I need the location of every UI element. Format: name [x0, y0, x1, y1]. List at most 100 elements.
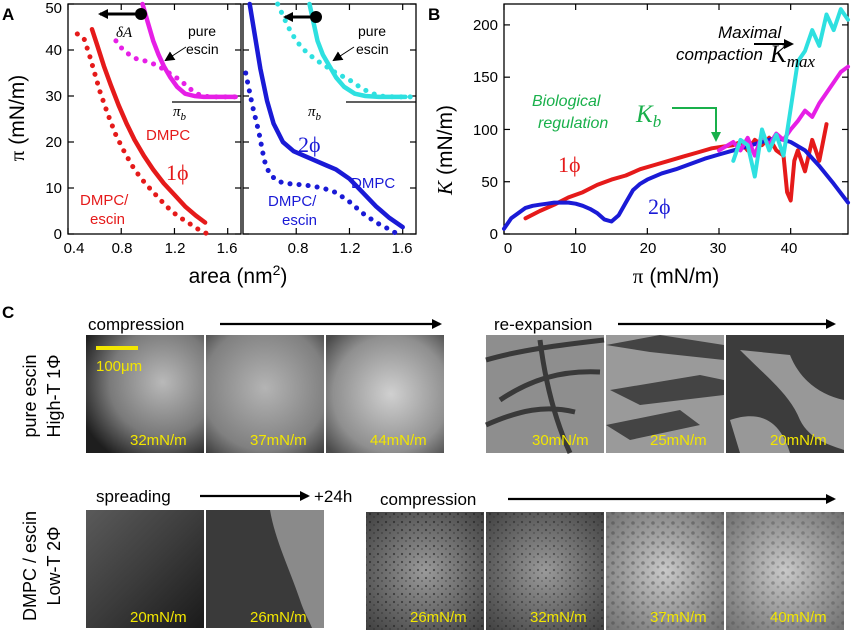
c-tile: 32mN/m [86, 335, 204, 453]
panel-b-series [502, 7, 850, 231]
a-left-pure-label-1: pure [188, 23, 216, 39]
c-tile-label: 32mN/m [530, 609, 587, 626]
c-tile-domains [730, 350, 844, 453]
panel-a-ylabel-symbol: π [5, 150, 29, 161]
c-tile-texture [606, 512, 724, 630]
b-ytick-100: 100 [473, 122, 498, 139]
panel-b-ylabel-unit: (mN/m) [434, 105, 457, 175]
c-top-row-label-1: pure escin [20, 354, 40, 437]
c-tile-cracks [484, 337, 605, 455]
panel-letter-b: B [428, 5, 440, 24]
b-xtick-20: 20 [640, 240, 657, 257]
c-plus24-label: +24h [314, 487, 352, 506]
a-ytick-30: 30 [45, 88, 62, 105]
panel-b-xticks: 0 10 20 30 40 [504, 240, 798, 257]
b-ytick-0: 0 [490, 226, 498, 243]
a-right-dmpc-label: DMPC [351, 175, 395, 192]
c-tile: 37mN/m [206, 335, 324, 453]
panel-a-left-series [74, 1, 239, 237]
b-kb-arrow [672, 107, 721, 142]
panel-b-ylabel: K (mN/m) [433, 105, 457, 196]
a-ytick-20: 20 [45, 134, 62, 151]
a-right-xtick-2: 1.6 [392, 240, 413, 257]
b-xtick-30: 30 [710, 240, 727, 257]
panel-a-xticks: 0.4 0.8 1.2 1.6 0.8 1.2 1.6 [64, 240, 413, 257]
c-tile-domains [606, 335, 724, 440]
c-top-row-label-2: High-T 1Φ [44, 354, 64, 437]
c-tile: 25mN/m [606, 335, 724, 453]
a-left-delta-label: δA [116, 25, 133, 41]
c-bottom-right-tiles: 26mN/m 32mN/m 37mN/m 40mN/m [366, 512, 844, 630]
panel-a-ylabel-unit: (mN/m) [6, 75, 29, 145]
b-kmax-sym: K [769, 41, 788, 68]
b-xtick-10: 10 [570, 240, 587, 257]
c-tile-label: 40mN/m [770, 609, 827, 626]
c-tile-label: 26mN/m [410, 609, 467, 626]
a-right-pib-sym: π [308, 104, 316, 120]
a-left-xtick-2: 1.2 [165, 240, 186, 257]
b-phase1-label: 1ϕ [558, 152, 581, 177]
b-phase2-label: 2ϕ [648, 194, 671, 219]
series-line-blue-dotted [243, 70, 400, 237]
a-left-pure-arrow [164, 46, 187, 62]
b-xlabel-unit: (mN/m) [649, 265, 719, 288]
c-tile-image [326, 335, 444, 453]
c-tile-front [270, 510, 324, 628]
c-tile-label: 30mN/m [532, 432, 589, 449]
a-left-mix-label-2: escin [90, 211, 125, 228]
a-right-delta-dot [310, 11, 322, 23]
c-compression2-label: compression [380, 490, 476, 509]
c-tile: 40mN/m [726, 512, 844, 630]
a-ytick-0: 0 [54, 226, 62, 243]
panel-b-ticks [503, 4, 848, 235]
a-right-pib-sub: b [316, 111, 322, 123]
series-line-red-dotted [74, 31, 211, 237]
series-line-magenta-dotted [113, 38, 239, 100]
c-tile: 26mN/m [206, 510, 324, 628]
c-tile-label: 25mN/m [650, 432, 707, 449]
b-kb-sym: K [635, 101, 654, 128]
c-tile: 20mN/m [726, 335, 844, 453]
panel-a-right-series [243, 1, 414, 237]
a-left-phase-label: 1ϕ [166, 160, 189, 185]
b-kmax-sub: max [787, 52, 816, 71]
panel-a-ylabel: π (mN/m) [5, 75, 29, 162]
a-right-pure-label-2: escin [356, 41, 389, 57]
c-tile-label: 32mN/m [130, 432, 187, 449]
c-bottom-row-label-1: DMPC / escin [20, 511, 40, 621]
c-tile-label: 26mN/m [250, 609, 307, 626]
c-spreading-label: spreading [96, 487, 171, 506]
a-xlabel-close: ) [280, 265, 287, 288]
c-tile-label: 37mN/m [650, 609, 707, 626]
c-scale-bar-label: 100μm [96, 358, 142, 375]
b-ytick-200: 200 [473, 17, 498, 34]
a-right-pib-label: πb [308, 104, 322, 123]
panel-a-right-frame [242, 3, 417, 235]
a-ytick-10: 10 [45, 180, 62, 197]
c-tile: 44mN/m [326, 335, 444, 453]
b-xlabel-sym: π [633, 264, 644, 288]
panel-letter-c: C [2, 303, 14, 322]
c-bottom-left-tiles: 20mN/m 26mN/m [86, 510, 324, 628]
a-right-mix-label-2: escin [282, 212, 317, 229]
c-tile-image [86, 510, 204, 628]
c-compression-label: compression [88, 315, 184, 334]
b-bio-label-2: regulation [538, 115, 608, 132]
panel-a-left-ticks [67, 3, 241, 235]
c-tile-label: 37mN/m [250, 432, 307, 449]
series-line-cyan [731, 7, 850, 179]
a-right-pure-label-1: pure [358, 23, 386, 39]
a-right-xtick-0: 0.8 [288, 240, 309, 257]
panel-b-ylabel-symbol: K [433, 180, 457, 196]
c-tile-image [86, 335, 204, 453]
panel-a-left-frame [67, 3, 242, 235]
b-ytick-50: 50 [481, 174, 498, 191]
a-xlabel-sup: 2 [273, 262, 281, 278]
a-right-phase-label: 2ϕ [298, 132, 321, 157]
c-tile: 20mN/m [86, 510, 204, 628]
b-kb-sub: b [653, 112, 662, 131]
c-tile-image [206, 335, 324, 453]
series-line-magenta [717, 64, 850, 158]
a-xlabel-main: area (nm [189, 265, 273, 288]
